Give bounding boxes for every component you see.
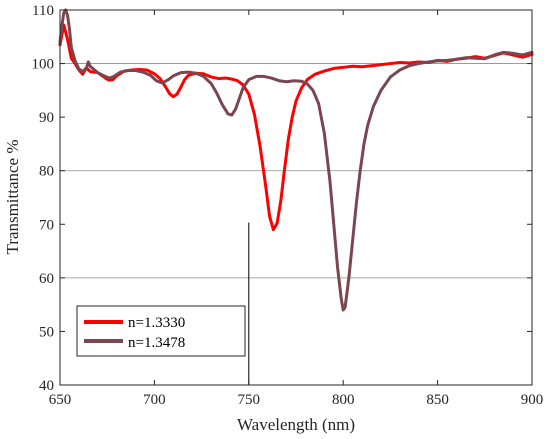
y-axis-label: Transmittance % xyxy=(3,139,22,254)
y-tick-label-110: 110 xyxy=(32,3,54,19)
x-tick-label-800: 800 xyxy=(332,392,355,408)
y-tick-label-90: 90 xyxy=(39,110,54,126)
y-tick-label-70: 70 xyxy=(39,217,54,233)
plot-frame xyxy=(59,9,533,386)
legend-label-n1: n=1.3330 xyxy=(128,315,185,331)
x-tick-label-650: 650 xyxy=(49,392,72,408)
y-tick-label-100: 100 xyxy=(32,57,55,73)
legend-box xyxy=(76,305,246,357)
x-tick-label-750: 750 xyxy=(238,392,261,408)
tick-labels: 650 700 750 800 850 900 40 50 60 70 80 90 100 110 xyxy=(32,3,544,408)
y-tick-label-80: 80 xyxy=(39,164,54,180)
axis-ticks xyxy=(59,9,533,386)
x-tick-label-900: 900 xyxy=(521,392,544,408)
x-tick-label-700: 700 xyxy=(143,392,166,408)
y-tick-label-40: 40 xyxy=(39,378,54,394)
series-line-2 xyxy=(58,8,534,312)
y-tick-label-50: 50 xyxy=(39,324,54,340)
x-tick-label-850: 850 xyxy=(426,392,449,408)
y-tick-label-60: 60 xyxy=(39,271,54,287)
series-line-1 xyxy=(58,23,534,232)
grid-lines xyxy=(60,63,532,279)
legend-label-n2: n=1.3478 xyxy=(128,335,185,351)
series-layer xyxy=(58,8,534,312)
x-axis-label: Wavelength (nm) xyxy=(237,415,355,434)
legend: n=1.3330 n=1.3478 xyxy=(76,305,246,357)
